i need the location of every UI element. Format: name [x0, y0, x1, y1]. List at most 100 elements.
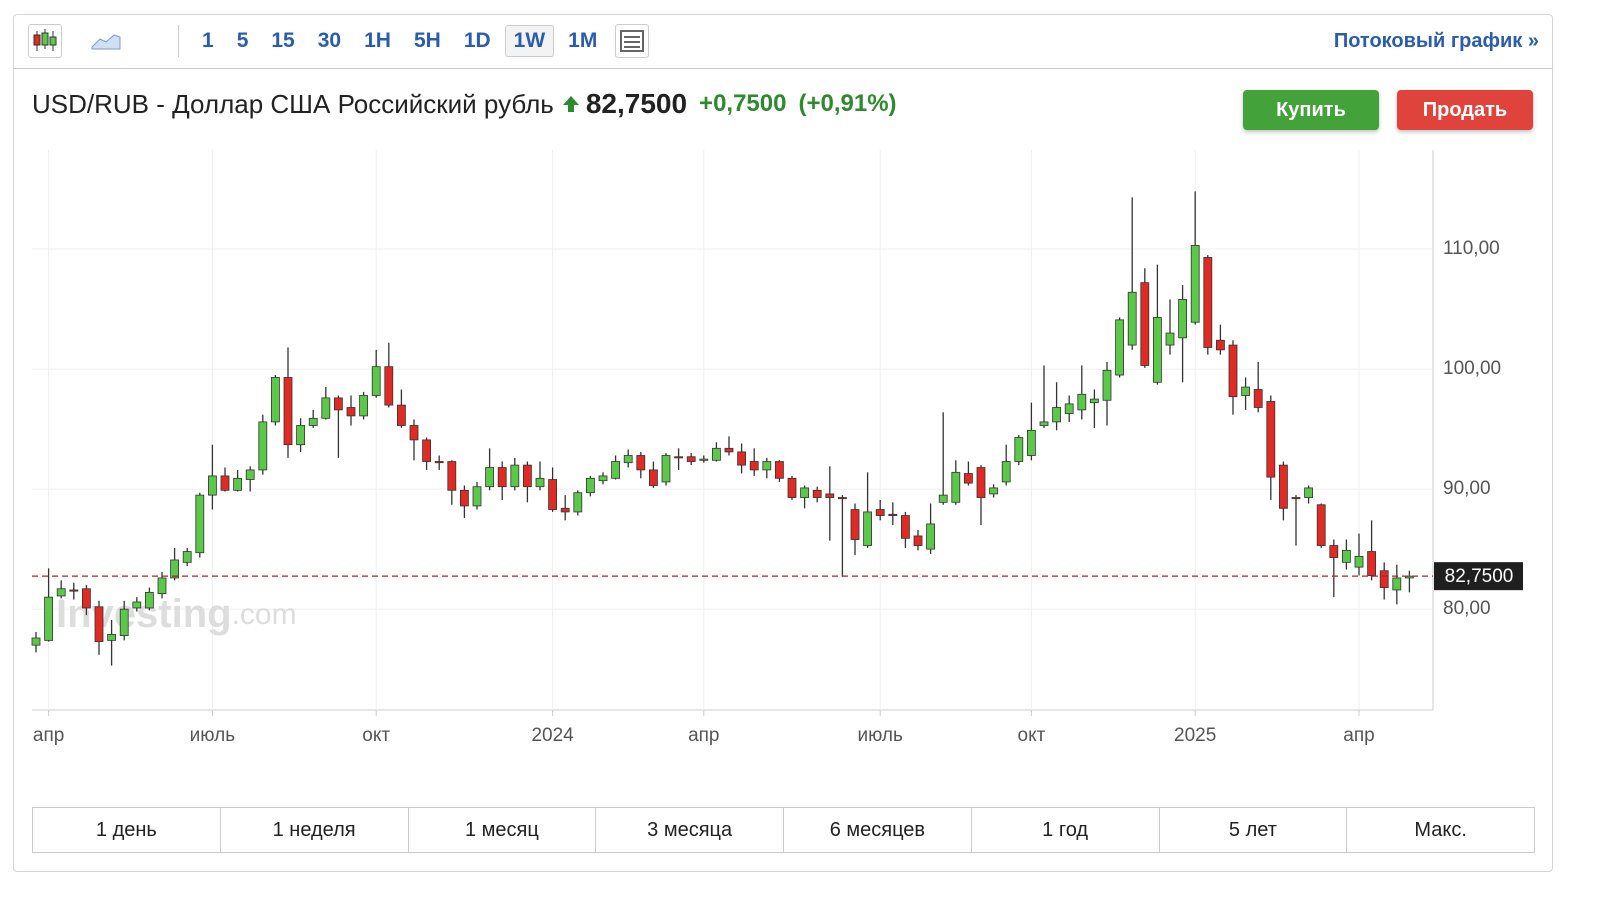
area-icon[interactable] [90, 27, 122, 56]
toolbar: 1 5 15 30 1H 5H 1D 1W 1M Потоковый график » [13, 14, 1553, 69]
candle-body [510, 464, 520, 488]
candle-body [1253, 389, 1263, 408]
candle-body [1241, 386, 1250, 396]
interval-button[interactable]: 1W [504, 25, 555, 57]
range-button[interactable]: 1 год [972, 808, 1160, 852]
candle-body [926, 523, 935, 550]
candle-body [1266, 401, 1276, 478]
layout-icon[interactable] [615, 24, 650, 58]
candle-body [195, 494, 205, 554]
candle-body [321, 397, 331, 419]
candle-body [409, 425, 419, 441]
candle-body [800, 487, 809, 498]
candle-body [1367, 551, 1376, 576]
candle-body [82, 588, 91, 609]
candle-body [838, 497, 847, 500]
candle-body [1291, 497, 1301, 500]
candle-body [649, 469, 658, 486]
candle-body [901, 515, 910, 539]
candle-body [333, 397, 343, 411]
candle-body [913, 535, 923, 546]
candle-icon[interactable] [28, 24, 62, 58]
candle-body [674, 456, 683, 459]
candle-body [1405, 575, 1414, 579]
candle-body [1178, 299, 1187, 339]
candle-body [472, 486, 482, 507]
x-tick-label: июль [190, 725, 236, 746]
candle-body [497, 467, 507, 488]
range-button[interactable]: 1 месяц [409, 808, 597, 852]
candle-body [636, 455, 646, 471]
candle-body [850, 509, 860, 540]
candle-body [157, 577, 167, 594]
candle-body [220, 475, 230, 491]
range-bar: 1 день 1 неделя 1 месяц 3 месяца 6 месяцев 1 … [32, 807, 1535, 853]
candle-body [812, 489, 822, 498]
candle-body [951, 471, 961, 503]
interval-button[interactable]: 1 [202, 29, 214, 52]
y-tick-label: 100,00 [1443, 358, 1501, 379]
candle-body [144, 591, 154, 609]
candle-body [989, 487, 998, 495]
candle-body [598, 475, 608, 482]
candle-body [1001, 461, 1011, 483]
interval-button[interactable]: 30 [317, 29, 342, 52]
range-button[interactable]: 1 неделя [221, 808, 409, 852]
candle-body [1077, 393, 1087, 411]
x-tick-label: 2025 [1174, 725, 1216, 746]
sell-button[interactable]: Продать [1397, 90, 1533, 130]
candle-body [245, 469, 255, 480]
candle-body [586, 477, 595, 494]
candle-body [1140, 282, 1150, 366]
chart: 80,00 90,00 100,00 110,00 апр июль окт 2024 апр и… [31, 150, 1523, 746]
candle-body [296, 425, 306, 446]
y-tick-label: 110,00 [1443, 238, 1500, 259]
candle-body [1102, 369, 1112, 401]
candle-body [371, 366, 381, 396]
range-button[interactable]: 5 лет [1160, 808, 1348, 852]
y-tick-label: 80,00 [1443, 598, 1491, 619]
candle-body [863, 511, 872, 546]
candle-body [1342, 549, 1351, 563]
candle-body [523, 464, 532, 488]
candle-body [1354, 555, 1364, 568]
candle-body [724, 447, 734, 453]
interval-button[interactable]: 1H [364, 29, 391, 52]
candle-body [712, 447, 721, 461]
candle-body [119, 608, 129, 636]
x-tick-label: апр [1343, 725, 1374, 746]
candle-body [1052, 407, 1061, 423]
candle-body [548, 479, 557, 510]
interval-button[interactable]: 1M [568, 29, 598, 52]
range-button[interactable]: Макс. [1414, 818, 1467, 841]
change-pct: (+0,91%) [798, 90, 897, 117]
candle-body [1228, 344, 1238, 398]
candle-body [1127, 291, 1137, 346]
candle-body [976, 467, 986, 498]
range-button[interactable]: 3 месяца [596, 808, 784, 852]
range-button[interactable]: 1 день [33, 808, 221, 852]
candle-body [1153, 317, 1162, 383]
candle-body [737, 451, 746, 466]
price: 82,7500 [585, 88, 688, 119]
candle-body [787, 477, 797, 498]
candle-body [573, 492, 583, 513]
header: USD/RUB - Доллар США Российский рубль 82… [32, 88, 897, 120]
candle-body [1379, 570, 1389, 588]
interval-button[interactable]: 5 [236, 29, 249, 52]
y-tick-label: 90,00 [1443, 478, 1491, 499]
x-tick-label: окт [362, 725, 390, 746]
stream-link[interactable]: Потоковый график » [1333, 29, 1539, 52]
x-tick-label: 2024 [531, 725, 574, 746]
candle-body [560, 507, 570, 513]
interval-button[interactable]: 1D [463, 29, 491, 52]
buy-button[interactable]: Купить [1243, 90, 1379, 130]
interval-button[interactable]: 5H [413, 29, 441, 52]
range-button[interactable]: 6 месяцев [784, 808, 972, 852]
candle-body [283, 377, 293, 446]
candle-body [1027, 429, 1036, 456]
candle-body [258, 421, 268, 471]
interval-button[interactable]: 15 [271, 29, 295, 52]
candle-body [1216, 339, 1225, 351]
